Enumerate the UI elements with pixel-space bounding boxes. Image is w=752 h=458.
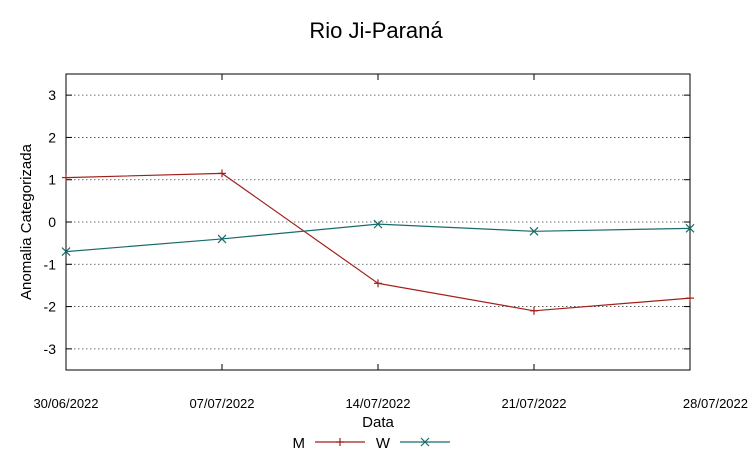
- marker-stroke: [61, 247, 71, 257]
- series-m-point: [374, 279, 382, 288]
- marker-stroke: [217, 234, 227, 244]
- series-w-point: [217, 234, 227, 244]
- series-m-line: [65, 172, 691, 312]
- legend-label-m: M: [293, 435, 306, 452]
- marker-stroke: [420, 437, 430, 447]
- series-w-point: [529, 226, 539, 236]
- x-tick-label: 14/07/2022: [345, 396, 410, 411]
- series-w-point: [685, 223, 695, 233]
- x-axis-ticks: 30/06/2022 07/07/2022 14/07/2022 21/07/2022…: [33, 74, 748, 411]
- y-tick-label: 2: [48, 129, 56, 145]
- marker-stroke: [685, 223, 695, 233]
- y-tick-label: 3: [48, 87, 56, 103]
- legend-label-w: W: [376, 435, 391, 452]
- y-tick-label: 0: [48, 214, 56, 230]
- series-m-point: [218, 169, 226, 178]
- series-layer: [61, 169, 695, 315]
- marker-stroke: [529, 226, 539, 236]
- x-tick-label: 28/07/2022: [683, 396, 748, 411]
- legend-marker-w: [420, 437, 430, 447]
- series-w-line: [65, 223, 691, 253]
- y-axis-ticks: 3 2 1 0 -1 -2 -3: [44, 87, 690, 357]
- y-tick-label: -3: [44, 341, 57, 357]
- legend-marker-m: [336, 438, 344, 446]
- y-tick-label: -2: [44, 299, 57, 315]
- series-w-point: [61, 247, 71, 257]
- series-m-point: [686, 294, 694, 303]
- series-m-point: [62, 173, 70, 182]
- series-w-point: [373, 219, 383, 229]
- x-tick-label: 30/06/2022: [33, 396, 98, 411]
- y-tick-label: 1: [48, 172, 56, 188]
- series-m-point: [530, 306, 538, 315]
- chart-title: Rio Ji-Paraná: [309, 18, 443, 43]
- y-axis-label: Anomalia Categorizada: [18, 143, 35, 300]
- grid: [66, 94, 690, 350]
- x-tick-label: 21/07/2022: [501, 396, 566, 411]
- x-tick-label: 07/07/2022: [189, 396, 254, 411]
- y-tick-label: -1: [44, 256, 57, 272]
- x-axis-label: Data: [362, 414, 394, 431]
- marker-stroke: [373, 219, 383, 229]
